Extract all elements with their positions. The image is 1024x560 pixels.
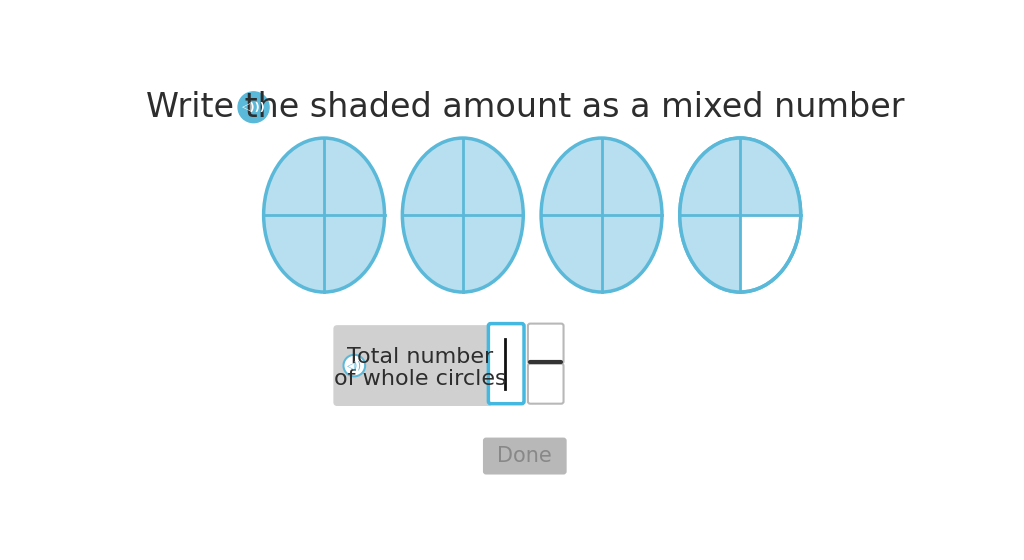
FancyBboxPatch shape: [483, 437, 566, 474]
FancyBboxPatch shape: [528, 363, 563, 404]
Ellipse shape: [541, 138, 662, 292]
FancyBboxPatch shape: [488, 324, 524, 404]
Polygon shape: [740, 138, 801, 215]
Text: ◁))): ◁))): [242, 102, 265, 112]
FancyBboxPatch shape: [334, 325, 493, 406]
FancyBboxPatch shape: [528, 324, 563, 363]
Ellipse shape: [680, 138, 801, 292]
Ellipse shape: [402, 138, 523, 292]
Text: Total number: Total number: [347, 347, 494, 367]
Text: Done: Done: [498, 446, 552, 466]
Ellipse shape: [263, 138, 385, 292]
Text: of whole circles: of whole circles: [334, 368, 507, 389]
Polygon shape: [488, 356, 503, 375]
Text: ◁)): ◁)): [347, 361, 361, 371]
Text: Write the shaded amount as a mixed number: Write the shaded amount as a mixed numbe…: [145, 91, 904, 124]
Circle shape: [343, 355, 366, 376]
Polygon shape: [680, 215, 740, 292]
Polygon shape: [680, 138, 740, 215]
Circle shape: [238, 92, 269, 123]
